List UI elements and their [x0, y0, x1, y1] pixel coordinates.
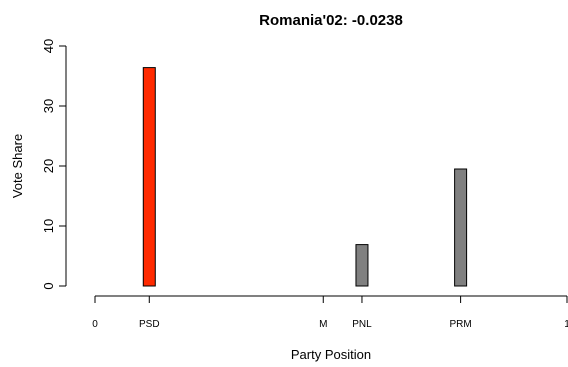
- x-tick-label: M: [319, 319, 327, 330]
- y-tick-label: 30: [41, 99, 56, 113]
- bar-prm: [454, 168, 468, 287]
- y-tick-label: 0: [41, 282, 56, 289]
- x-tick-label: 1: [564, 319, 568, 330]
- bar-pnl: [355, 244, 369, 287]
- x-tick-label: PNL: [352, 319, 372, 330]
- y-axis: 0 10 20 30 40: [41, 39, 67, 290]
- bars: [142, 67, 468, 287]
- x-tick-label: 0: [92, 319, 98, 330]
- x-axis: 0 PSD M PNL PRM 1: [92, 295, 568, 330]
- y-axis-title: Vote Share: [10, 134, 25, 198]
- y-tick-label: 20: [41, 159, 56, 173]
- x-axis-title: Party Position: [291, 347, 371, 362]
- y-tick-label: 10: [41, 219, 56, 233]
- y-tick-label: 40: [41, 39, 56, 53]
- x-tick-label: PRM: [449, 319, 471, 330]
- bar-psd: [142, 67, 156, 287]
- chart-title: Romania'02: -0.0238: [259, 12, 403, 29]
- x-tick-label: PSD: [139, 319, 160, 330]
